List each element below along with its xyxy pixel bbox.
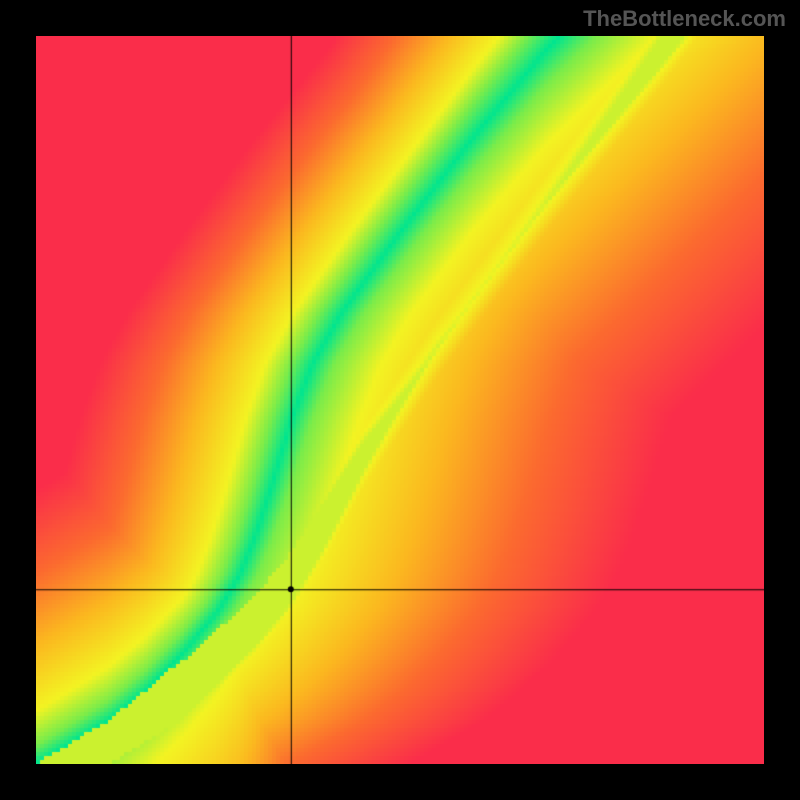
heatmap-plot <box>36 36 764 764</box>
watermark-label: TheBottleneck.com <box>583 6 786 32</box>
heatmap-canvas <box>36 36 764 764</box>
chart-container: TheBottleneck.com <box>0 0 800 800</box>
